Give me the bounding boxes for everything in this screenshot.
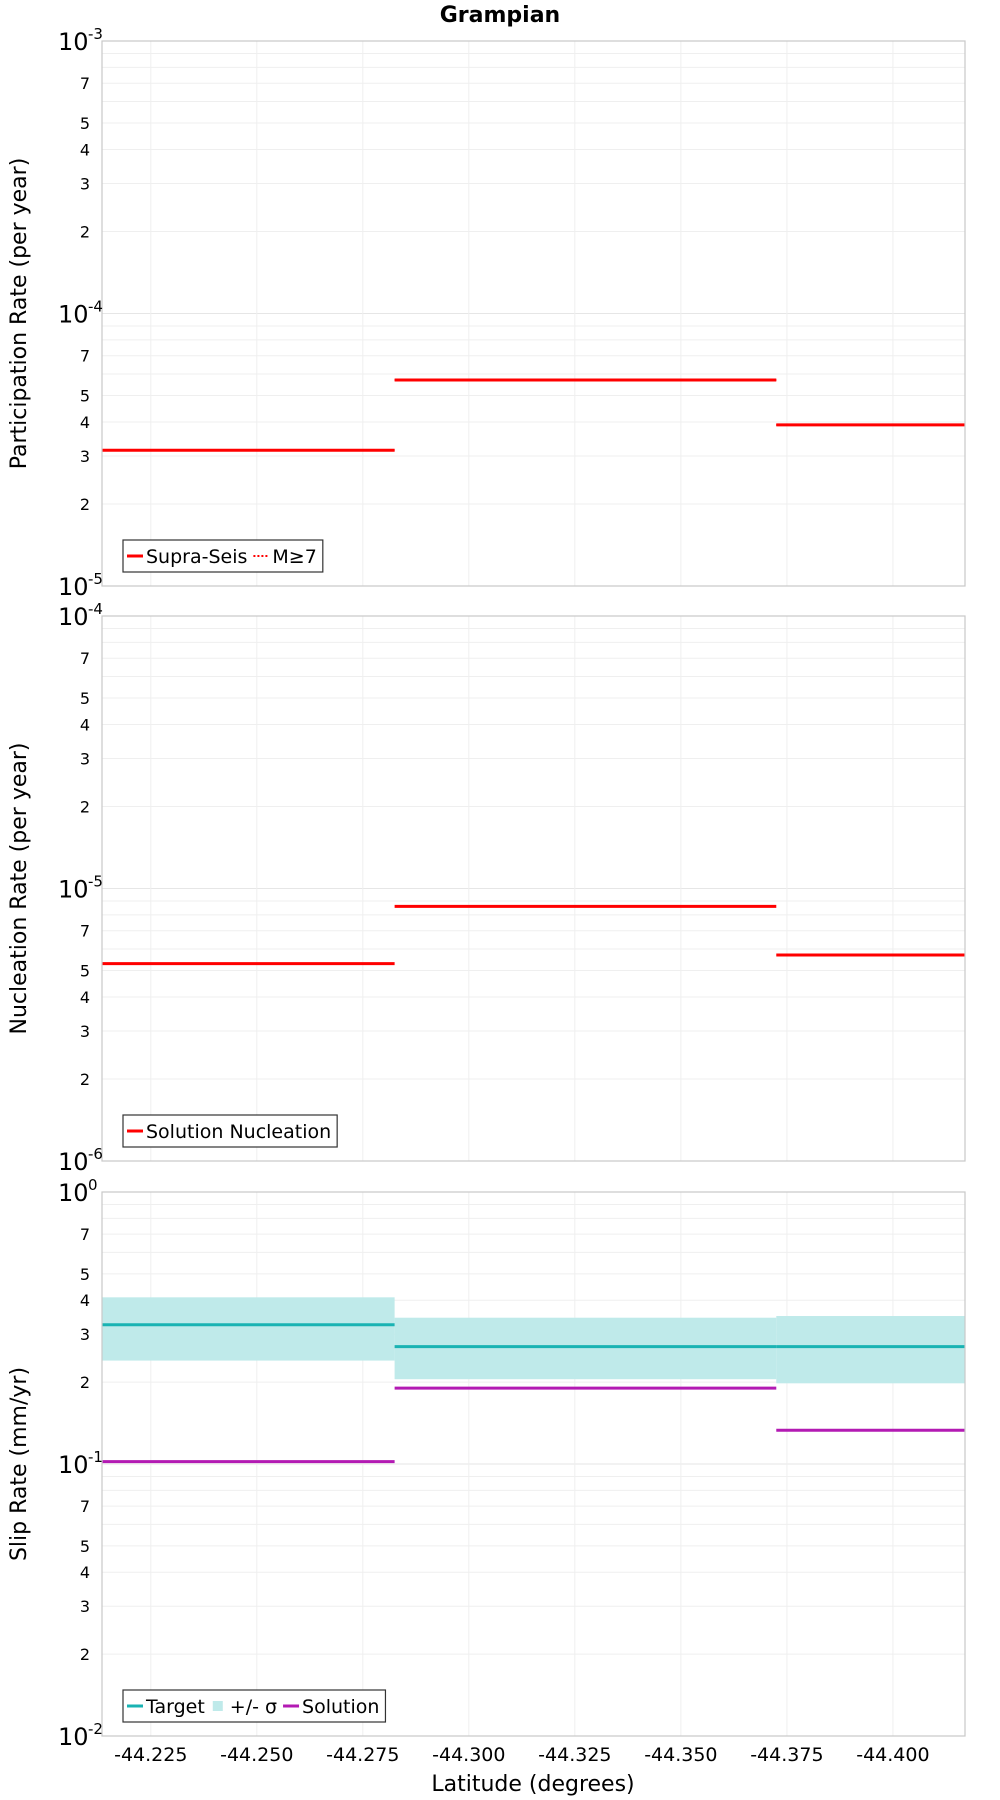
legend: Solution Nucleation <box>122 1114 338 1148</box>
y-tick-label: 4 <box>80 413 90 432</box>
legend-box <box>122 539 324 573</box>
y-tick-label: 2 <box>80 1070 90 1089</box>
y-tick-label: 2 <box>80 797 90 816</box>
chart-title: Grampian <box>440 3 560 28</box>
y-tick-label: 4 <box>80 1291 90 1310</box>
y-tick-label: 10 <box>58 876 89 904</box>
y-tick-label: 10 <box>58 1451 89 1479</box>
y-tick-label: 3 <box>80 1022 90 1041</box>
sigma-band <box>394 1317 777 1380</box>
y-tick-label: 7 <box>80 74 90 93</box>
y-axis-label: Participation Rate (per year) <box>7 158 32 470</box>
y-tick-label: 10 <box>58 301 89 329</box>
y-tick-label: 5 <box>80 962 90 981</box>
y-tick-label: 5 <box>80 1537 90 1556</box>
legend-label: Solution Nucleation <box>146 1121 331 1143</box>
x-tick-label: -44.350 <box>644 1744 717 1766</box>
y-tick-label: 4 <box>80 1563 90 1582</box>
y-tick-label: 5 <box>80 114 90 133</box>
legend-label: Solution <box>302 1696 379 1718</box>
y-tick-label: 7 <box>80 347 90 366</box>
legend-box <box>122 1114 338 1148</box>
y-tick-label: 5 <box>80 1265 90 1284</box>
plot-frame <box>101 615 966 1162</box>
y-tick-label: 3 <box>80 447 90 466</box>
sigma-band <box>102 1297 395 1361</box>
y-tick-exponent: -5 <box>88 570 103 588</box>
x-tick-label: -44.400 <box>856 1744 929 1766</box>
y-tick-label: 7 <box>80 649 90 668</box>
y-axis-label: Slip Rate (mm/yr) <box>7 1367 32 1561</box>
y-tick-label: 10 <box>58 1179 89 1207</box>
x-tick-label: -44.375 <box>750 1744 823 1766</box>
y-tick-label: 10 <box>58 573 89 601</box>
y-tick-label: 10 <box>58 603 89 631</box>
y-tick-label: 3 <box>80 174 90 193</box>
legend-label: Supra-Seis <box>146 546 247 568</box>
y-axis-label: Nucleation Rate (per year) <box>7 743 32 1035</box>
y-tick-label: 4 <box>80 988 90 1007</box>
plot-frame <box>101 40 966 587</box>
legend: Target +/- σ Solution <box>122 1689 387 1723</box>
legend-swatch <box>212 1701 223 1711</box>
y-tick-label: 3 <box>80 1597 90 1616</box>
plot-frame <box>101 1191 966 1737</box>
legend-label: M≥7 <box>272 546 316 568</box>
y-tick-exponent: -1 <box>88 1448 103 1466</box>
y-tick-label: 10 <box>58 1148 89 1176</box>
y-tick-exponent: -6 <box>88 1145 103 1163</box>
y-tick-label: 3 <box>80 1325 90 1344</box>
legend-box <box>122 1689 387 1723</box>
y-tick-label: 10 <box>58 1723 89 1751</box>
legend-label: +/- σ <box>230 1696 277 1718</box>
y-tick-label: 7 <box>80 1225 90 1244</box>
y-tick-label: 5 <box>80 689 90 708</box>
legend-label: Target <box>145 1696 205 1718</box>
y-tick-label: 2 <box>80 1645 90 1664</box>
y-tick-label: 2 <box>80 222 90 241</box>
y-tick-exponent: -3 <box>88 25 103 43</box>
y-tick-label: 10 <box>58 28 89 56</box>
y-tick-label: 2 <box>80 495 90 514</box>
y-tick-label: 7 <box>80 1497 90 1516</box>
y-tick-label: 4 <box>80 140 90 159</box>
y-tick-exponent: -4 <box>88 600 103 618</box>
y-tick-exponent: -2 <box>88 1720 103 1738</box>
y-tick-exponent: -5 <box>88 873 103 891</box>
x-tick-label: -44.225 <box>114 1744 187 1766</box>
y-tick-label: 2 <box>80 1373 90 1392</box>
legend: Supra-Seis M≥7 <box>122 539 324 573</box>
y-tick-exponent: -4 <box>88 298 103 316</box>
x-tick-label: -44.300 <box>432 1744 505 1766</box>
y-tick-label: 7 <box>80 922 90 941</box>
x-tick-label: -44.325 <box>538 1744 611 1766</box>
sigma-band <box>776 1316 965 1384</box>
x-tick-label: -44.250 <box>220 1744 293 1766</box>
y-tick-exponent: 0 <box>88 1176 98 1194</box>
y-tick-label: 4 <box>80 715 90 734</box>
y-tick-label: 3 <box>80 749 90 768</box>
y-tick-label: 5 <box>80 387 90 406</box>
x-axis-label: Latitude (degrees) <box>431 1772 634 1797</box>
x-tick-label: -44.275 <box>326 1744 399 1766</box>
